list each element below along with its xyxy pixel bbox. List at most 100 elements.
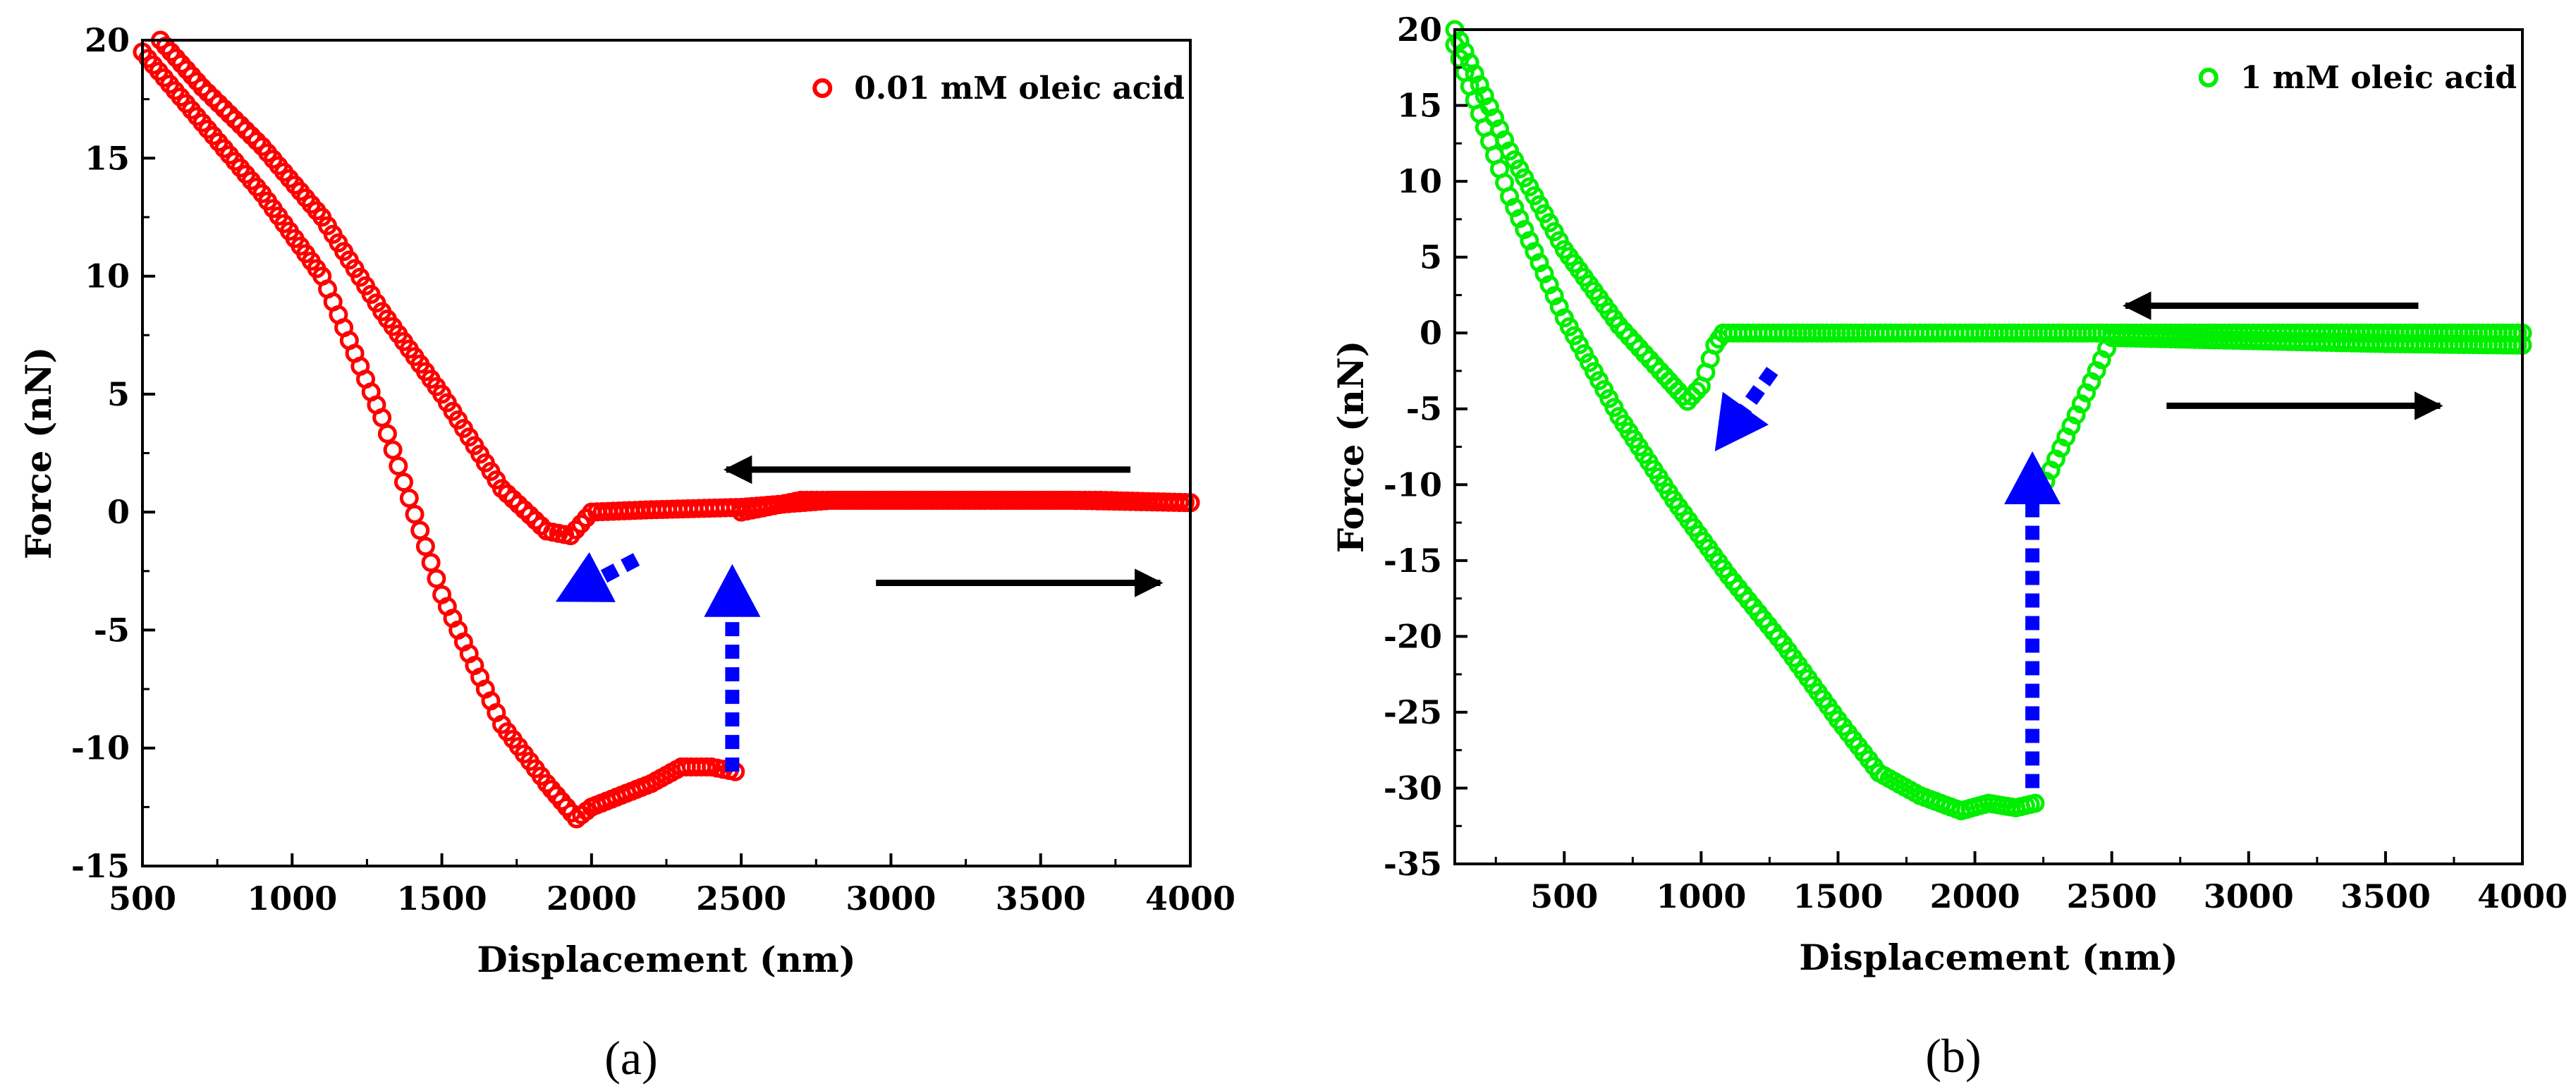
panel-a-y-axis-label: Force (nN)	[18, 347, 59, 560]
panel-a-data-point	[372, 408, 392, 427]
panel-b-series-retraction	[1445, 20, 2532, 411]
panel-b-data-point	[1539, 275, 1559, 295]
panel-b-legend-label: 1 mM oleic acid	[2240, 60, 2517, 96]
panel-b-legend: 1 mM oleic acid	[2198, 60, 2517, 96]
panel-a-x-tick-label-500: 500	[109, 879, 176, 918]
panel-b-data-point	[1460, 53, 1479, 73]
panel-a-data-point	[389, 456, 408, 476]
panel-a-blue-arrow-shaft	[599, 553, 640, 584]
panel-b-y-tick-label-10: 10	[1397, 162, 1442, 200]
panel-b-x-tick-label-500: 500	[1530, 877, 1598, 915]
panel-a-x-axis-label: Displacement (nm)	[477, 939, 855, 980]
panel-a-x-tick-label-3500: 3500	[996, 879, 1086, 918]
panel-a-plot-frame	[141, 39, 1192, 867]
panel-a-y-tick-label--15: -15	[71, 847, 130, 885]
panel-b-data-point	[1465, 64, 1484, 84]
panel-b-data-point	[1534, 264, 1554, 284]
panel-a-y-tick-label-10: 10	[85, 257, 130, 295]
panel-a-y-tick-label-0: 0	[107, 493, 130, 531]
panel-b-data-point	[1549, 297, 1569, 317]
panel-b-label: (b)	[1925, 1029, 1981, 1083]
panel-b-data-point	[1475, 86, 1494, 106]
panel-b-y-tick-label--30: -30	[1384, 769, 1442, 807]
panel-a-blue-arrow-up	[704, 563, 761, 772]
panel-b-y-tick-label--5: -5	[1406, 390, 1442, 428]
panel-b-series-approach	[1445, 35, 2532, 821]
panel-a-data-point	[415, 537, 435, 556]
panel-a-data-point	[377, 424, 397, 444]
panel-a-legend-marker	[812, 78, 833, 98]
panel-a-data-point	[209, 94, 228, 114]
panel-b-y-tick-label--20: -20	[1384, 617, 1442, 655]
panel-b-x-axis-label: Displacement (nm)	[1799, 937, 2178, 978]
panel-b-data-point	[1500, 187, 1520, 207]
panel-b-data-point	[1495, 130, 1515, 150]
panel-a-data-point	[410, 520, 430, 540]
panel-b-data-point	[1520, 231, 1539, 250]
panel-a-y-tick-label--10: -10	[71, 729, 130, 767]
panel-a-data-point	[231, 115, 250, 135]
panel-b-data-point	[1525, 242, 1544, 262]
panel-a-data-point	[193, 78, 212, 97]
panel-b-data-point	[1470, 75, 1489, 95]
panel-b-y-tick-label-0: 0	[1420, 314, 1442, 352]
panel-a-data-point	[421, 553, 441, 573]
panel-a-series-approach	[133, 42, 1200, 829]
panel-a-data-point	[220, 104, 239, 124]
panel-b-data-point	[1450, 31, 1470, 51]
panel-a-data-point	[214, 99, 234, 118]
panel-a-y-tick-label-5: 5	[107, 375, 130, 413]
panel-b-data-point	[1490, 119, 1509, 139]
panel-b-x-tick-label-3000: 3000	[2204, 877, 2294, 915]
panel-b-blue-arrow-head	[1714, 391, 1769, 451]
panel-a-x-tick-label-3000: 3000	[846, 879, 936, 918]
panel-a-x-tick-label-1500: 1500	[397, 879, 487, 918]
panel-b-data-point	[1479, 97, 1499, 116]
panel-a: 500 1000 1500 2000 2500 3000 3500 4000 -15 -10 -5…	[18, 21, 1235, 1085]
panel-b-y-tick-label--25: -25	[1384, 693, 1442, 731]
panel-b-x-tick-label-1000: 1000	[1656, 877, 1746, 915]
panel-a-x-tick-label-1000: 1000	[247, 879, 337, 918]
panel-b-plot-frame	[1453, 28, 2524, 865]
panel-a-blue-arrow-head	[555, 551, 616, 602]
panel-b-data-point	[1455, 42, 1475, 61]
panel-a-legend-label: 0.01 mM oleic acid	[854, 71, 1185, 106]
panel-b-data-point	[1515, 220, 1534, 239]
panel-a-data-point	[405, 504, 425, 524]
panel-b-y-tick-label--10: -10	[1384, 465, 1442, 504]
panel-a-y-tick-label-15: 15	[85, 139, 130, 177]
panel-a-y-tick-label-20: 20	[85, 21, 130, 59]
panel-b-blue-arrow-down-left	[1714, 367, 1778, 451]
panel-b-x-tick-label-3500: 3500	[2340, 877, 2431, 915]
panel-b-y-tick-label-20: 20	[1397, 11, 1442, 49]
panel-b-x-tick-label-2500: 2500	[2067, 877, 2157, 915]
panel-a-data-point	[225, 110, 245, 129]
panel-b-data-point	[1687, 382, 1707, 401]
panel-b-x-tick-label-4000: 4000	[2477, 877, 2568, 915]
panel-b-x-axis: 500 1000 1500 2000 2500 3000 3500 4000	[1494, 851, 2568, 915]
panel-a-x-tick-label-4000: 4000	[1145, 879, 1235, 918]
panel-b-y-axis-label: Force (nN)	[1330, 341, 1372, 554]
panel-b-x-tick-label-1500: 1500	[1793, 877, 1883, 915]
panel-b-y-tick-label--35: -35	[1384, 845, 1442, 883]
panel-b-y-tick-label-15: 15	[1397, 87, 1442, 125]
panel-b-y-tick-label-5: 5	[1420, 238, 1442, 276]
panel-b-data-point	[1510, 209, 1530, 228]
panel-a-label: (a)	[604, 1031, 657, 1085]
panel-b-blue-arrow-shaft	[1740, 367, 1778, 413]
panel-b-legend-marker	[2198, 68, 2218, 87]
panel-a-blue-arrow-head	[704, 563, 761, 617]
panel-a-data-point	[383, 440, 403, 460]
panel-a-data-point	[236, 121, 256, 140]
panel-a-data-point	[394, 473, 413, 492]
panel-a-x-tick-label-2500: 2500	[696, 879, 786, 918]
panel-b-data-point	[1485, 108, 1504, 128]
panel-a-blue-arrow-down-left	[555, 551, 640, 602]
panel-a-data-point	[203, 88, 223, 108]
panel-a-y-tick-label--5: -5	[94, 611, 130, 649]
panel-b: 500 1000 1500 2000 2500 3000 3500 4000 -35 -30 -2…	[1330, 11, 2568, 1083]
panel-a-data-point	[399, 488, 419, 508]
panel-b-blue-arrow-head	[2004, 451, 2061, 504]
panel-a-marks	[133, 30, 1200, 829]
panel-a-data-point	[198, 83, 218, 102]
